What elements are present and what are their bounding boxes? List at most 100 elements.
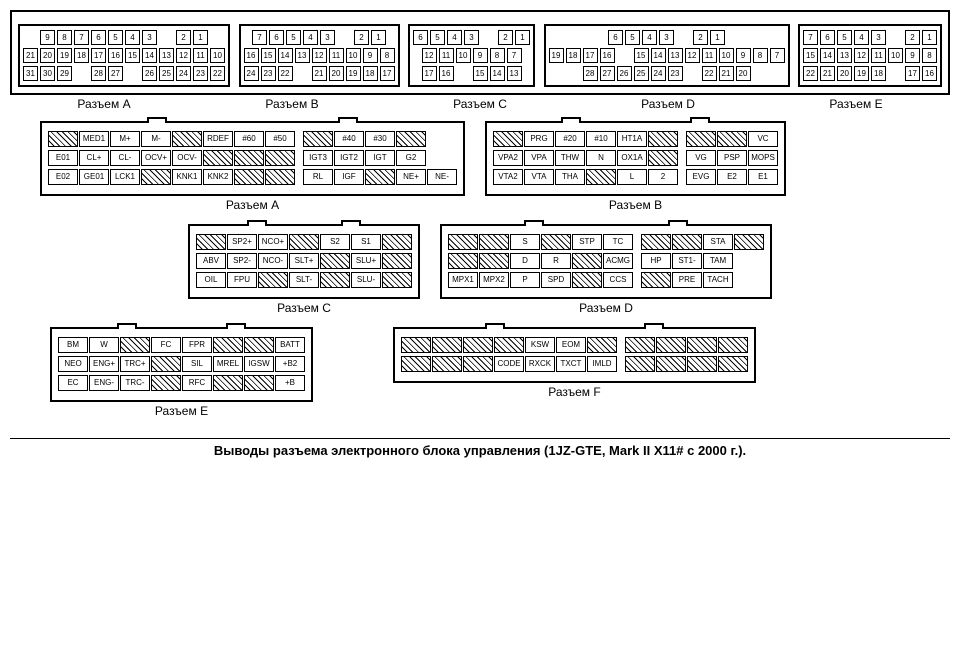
pin-3: 3 (142, 30, 157, 45)
label-d: Разъем D (574, 97, 762, 111)
pin-fpu: FPU (227, 272, 257, 288)
pin-17: 17 (583, 48, 598, 63)
pin-e2: E2 (717, 169, 747, 185)
conn-big-f: KSWEOMCODERXCKTXCTIMLD (393, 327, 756, 383)
pin-blank (687, 356, 717, 372)
pin-blank (687, 337, 717, 353)
label-big-e: Разъем E (155, 404, 208, 418)
pin-28: 28 (583, 66, 598, 81)
pin-7: 7 (252, 30, 267, 45)
pin-row: ECENG-TRC-RFC+B (58, 375, 305, 391)
pin-blank (641, 234, 671, 250)
pin-#30: #30 (365, 131, 395, 147)
pin-ocv-: OCV- (172, 150, 202, 166)
pin-8: 8 (57, 30, 72, 45)
pin-med1: MED1 (79, 131, 109, 147)
pin-12: 12 (854, 48, 869, 63)
pin-blank (120, 337, 150, 353)
pin-e02: E02 (48, 169, 78, 185)
pin-ocv+: OCV+ (141, 150, 171, 166)
pin-7: 7 (803, 30, 818, 45)
pin-20: 20 (40, 48, 55, 63)
pin-1: 1 (515, 30, 530, 45)
pin-12: 12 (685, 48, 700, 63)
conn-small-c: 6543211211109871716151413 (408, 24, 535, 87)
label-big-b: Разъем B (609, 198, 662, 212)
pin-blank (718, 356, 748, 372)
pin-knk1: KNK1 (172, 169, 202, 185)
pin-9: 9 (473, 48, 488, 63)
pin-3: 3 (871, 30, 886, 45)
pin-row: 7654321 (803, 30, 937, 45)
pin-ec: EC (58, 375, 88, 391)
pin-abv: ABV (196, 253, 226, 269)
pin-evg: EVG (686, 169, 716, 185)
pin-row: 654321 (549, 30, 785, 45)
pin-11: 11 (329, 48, 344, 63)
pin-5: 5 (625, 30, 640, 45)
pin-25: 25 (159, 66, 174, 81)
pin-stp: STP (572, 234, 602, 250)
pin-vc: VC (748, 131, 778, 147)
pin-9: 9 (363, 48, 378, 63)
pin-8: 8 (922, 48, 937, 63)
pin-3: 3 (320, 30, 335, 45)
pin-slt-: SLT- (289, 272, 319, 288)
pin-cl+: CL+ (79, 150, 109, 166)
pin-row: 654321 (413, 30, 530, 45)
pin-2: 2 (693, 30, 708, 45)
pin-row: MPX1MPX2PSPDCCSPRETACH (448, 272, 764, 288)
pin-blank (648, 150, 678, 166)
pin-20: 20 (736, 66, 751, 81)
pin-21: 21 (719, 66, 734, 81)
pin-g2: G2 (396, 150, 426, 166)
pin-5: 5 (430, 30, 445, 45)
pin-blank (641, 272, 671, 288)
pin-row: VTA2VTATHAL2EVGE2E1 (493, 169, 778, 185)
pin-blank (572, 272, 602, 288)
pin-blank (401, 356, 431, 372)
pin-20: 20 (329, 66, 344, 81)
pin-row: 22212019181716 (803, 66, 937, 81)
pin-23: 23 (193, 66, 208, 81)
pin-row: SSTPTCSTA (448, 234, 764, 250)
pin-blank (265, 169, 295, 185)
pin-15: 15 (125, 48, 140, 63)
pin-row: BMWFCFPRBATT (58, 337, 305, 353)
pin-18: 18 (871, 66, 886, 81)
pin-17: 17 (380, 66, 395, 81)
pin-blank (625, 356, 655, 372)
pin-11: 11 (439, 48, 454, 63)
pin-row: E01CL+CL-OCV+OCV-IGT3IGT2IGTG2 (48, 150, 457, 166)
pin-9: 9 (40, 30, 55, 45)
pin-tc: TC (603, 234, 633, 250)
row-3: SP2+NCO+S2S1ABVSP2-NCO-SLT+SLU+OILFPUSLT… (10, 224, 950, 325)
pin-11: 11 (702, 48, 717, 63)
row-2: MED1M+M-RDEF#60#50#40#30E01CL+CL-OCV+OCV… (10, 121, 950, 222)
pin-ne+: NE+ (396, 169, 426, 185)
pin-14: 14 (142, 48, 157, 63)
conn-small-d: 6543211918171615141312111098728272625242… (544, 24, 790, 87)
pin-2: 2 (498, 30, 513, 45)
pin-2: 2 (648, 169, 678, 185)
pin-row: 31302928272625242322 (23, 66, 225, 81)
label-big-c: Разъем C (277, 301, 331, 315)
pin-#20: #20 (555, 131, 585, 147)
pin-slu-: SLU- (351, 272, 381, 288)
pin-blank (432, 337, 462, 353)
conn-small-a: 9876543212120191817161514131211103130292… (18, 24, 230, 87)
pin-nco-: NCO- (258, 253, 288, 269)
pin-thw: THW (555, 150, 585, 166)
pin-d: D (510, 253, 540, 269)
pin-row: NEOENG+TRC+SILMRELIGSW+B2 (58, 356, 305, 372)
pin-13: 13 (295, 48, 310, 63)
pin-w: W (89, 337, 119, 353)
pin-blank (303, 131, 333, 147)
pin-igt2: IGT2 (334, 150, 364, 166)
pin-blank (382, 234, 412, 250)
pin-16: 16 (108, 48, 123, 63)
pin-txct: TXCT (556, 356, 586, 372)
pin-6: 6 (91, 30, 106, 45)
pin-blank (172, 131, 202, 147)
pin-st1-: ST1- (672, 253, 702, 269)
